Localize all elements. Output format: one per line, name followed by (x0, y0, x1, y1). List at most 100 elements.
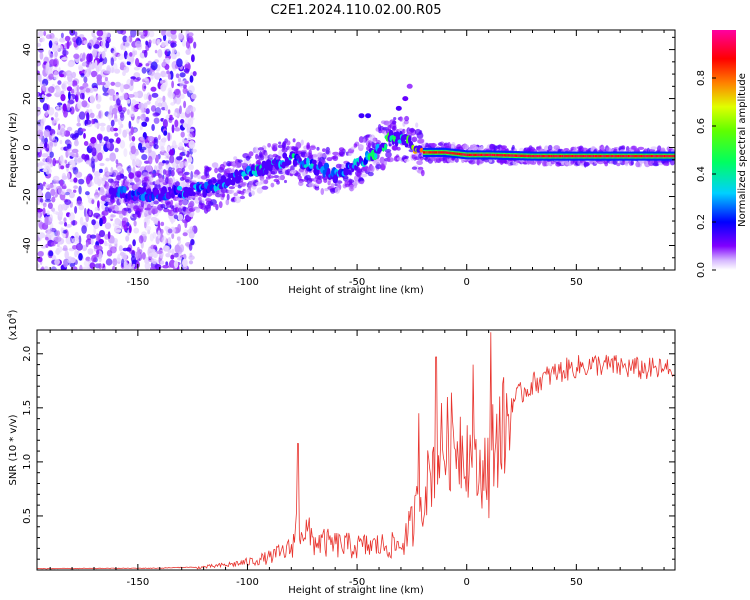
spectrogram-ridge-cell (220, 175, 227, 184)
spectrogram-noise-cell (174, 244, 181, 253)
spectrogram-noise-cell (167, 92, 175, 99)
spectrogram-noise-cell (85, 119, 92, 125)
spectrogram-noise-cell (81, 62, 87, 67)
spectrogram-halo-cell (292, 138, 296, 143)
spectrogram-noise-cell (61, 175, 68, 180)
snr-x-tick-label: -150 (127, 577, 150, 588)
spectrogram-ridge-cell (591, 154, 594, 158)
spectrogram-halo-cell (115, 174, 122, 181)
spectrogram-halo-cell (134, 177, 140, 183)
spectrogram-noise-cell (110, 57, 115, 66)
spectrogram-halo-cell (164, 170, 170, 176)
spectrogram-noise-cell (162, 264, 170, 269)
spectrogram-halo-cell (389, 122, 397, 129)
spectrogram-ridge-cell (468, 153, 471, 157)
spectrogram-noise-cell (89, 112, 95, 119)
spectrogram-halo-cell (152, 207, 159, 214)
spectrogram-noise-cell (105, 40, 110, 49)
spectrogram-noise-cell (74, 206, 78, 214)
spectrogram-ridge-cell (122, 186, 127, 194)
spectrogram-noise-cell (153, 138, 158, 143)
spectrogram-noise-cell (156, 250, 163, 255)
spectrogram-noise-cell (99, 186, 105, 193)
spectrogram-ridge-cell (673, 154, 675, 158)
spectrogram-noise-cell (128, 35, 133, 43)
spectrogram-noise-cell (100, 82, 106, 86)
spectrogram-noise-cell (79, 216, 84, 226)
spectrogram-noise-cell (37, 208, 43, 213)
spectrogram-ridge-cell (647, 154, 650, 158)
spectrogram-ridge-cell (161, 186, 167, 195)
spectrogram-halo-cell (314, 186, 320, 191)
spectrogram-noise-cell (134, 251, 141, 260)
spectrogram-ridge-cell (558, 154, 561, 158)
spectrogram-noise-cell (94, 143, 102, 152)
spectrogram-ridge-cell (620, 154, 622, 158)
colorbar-tick-label: 0.2 (696, 214, 707, 230)
spectrogram-noise-cell (112, 50, 117, 57)
spectrogram-noise-cell (100, 200, 106, 205)
spectrogram-halo-cell (468, 159, 476, 165)
spectrogram-noise-cell (83, 76, 88, 83)
spectrogram-noise-cell (114, 229, 122, 233)
spectrogram-ridge-cell (436, 151, 438, 154)
spectrogram-halo-cell (500, 145, 507, 150)
spectrogram-ridge-cell (471, 153, 473, 157)
spectrogram-ridge-cell (670, 154, 673, 158)
spectrogram-noise-cell (49, 59, 56, 67)
spectrogram-noise-cell (126, 247, 132, 252)
spectrogram-ridge-cell (511, 154, 514, 157)
spectrogram-noise-cell (62, 185, 67, 190)
spectrogram-noise-cell (170, 254, 175, 260)
spectrogram-y-label: Frequency (Hz) (8, 112, 19, 188)
spectrogram-noise-cell (40, 122, 44, 131)
spectrogram-halo-cell (416, 160, 423, 166)
spectrogram-ridge-cell (671, 154, 674, 158)
spectrogram-noise-cell (96, 133, 103, 141)
spectrogram-noise-cell (128, 120, 132, 129)
spectrogram-ridge-cell (561, 154, 563, 158)
spectrogram-halo-cell (417, 166, 424, 171)
spectrogram-noise-cell (183, 68, 190, 73)
spectrogram-y-tick-label: 20 (22, 92, 33, 105)
spectrogram-noise-cell (160, 260, 165, 265)
spectrogram-ridge-cell (618, 154, 620, 158)
spectrogram-y-tick-label: -20 (22, 188, 33, 204)
spectrogram-noise-cell (46, 230, 54, 239)
spectrogram-halo-cell (234, 196, 242, 204)
spectrogram-noise-cell (59, 179, 64, 187)
spectrogram-ridge-cell (652, 154, 654, 158)
spectrogram-halo-cell (306, 142, 311, 149)
spectrogram-ridge-cell (432, 151, 435, 154)
spectrogram-ridge-cell (444, 151, 447, 154)
spectrogram-noise-cell (114, 81, 121, 88)
spectrogram-noise-cell (99, 58, 103, 63)
spectrogram-ridge-cell (439, 151, 441, 154)
spectrogram-noise-cell (98, 110, 102, 119)
spectrogram-noise-cell (87, 248, 94, 255)
spectrogram-halo-cell (219, 163, 225, 171)
spectrogram-noise-cell (101, 50, 106, 59)
spectrogram-halo-cell (176, 197, 182, 201)
spectrogram-noise-cell (129, 249, 136, 255)
spectrogram-noise-cell (187, 156, 193, 163)
spectrogram-halo-cell (107, 201, 114, 205)
spectrogram-halo-cell (392, 120, 397, 125)
spectrogram-ridge-cell (460, 153, 462, 156)
spectrogram-ridge-cell (567, 154, 570, 158)
spectrogram-halo-cell (259, 151, 263, 158)
spectrogram-ridge-cell (488, 153, 491, 157)
spectrogram-ridge-cell (634, 154, 636, 158)
spectrogram-noise-cell (119, 139, 126, 149)
spectrogram-noise-cell (48, 250, 54, 257)
spectrogram-halo-cell (192, 173, 199, 178)
spectrogram-noise-cell (48, 40, 53, 49)
spectrogram-noise-cell (46, 210, 50, 216)
spectrogram-halo-cell (670, 159, 675, 166)
spectrogram-ridge-cell (419, 147, 424, 153)
spectrogram-noise-cell (173, 260, 179, 269)
spectrogram-noise-cell (110, 81, 116, 86)
spectrogram-noise-cell (77, 178, 85, 185)
spectrogram-ridge-cell (490, 153, 493, 157)
spectrogram-noise-cell (62, 258, 69, 268)
